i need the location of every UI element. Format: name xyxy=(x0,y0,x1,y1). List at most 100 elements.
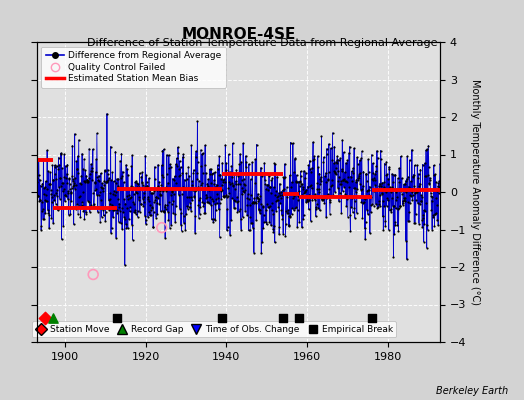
Point xyxy=(408,192,417,198)
Point xyxy=(239,140,247,146)
Point xyxy=(214,206,223,212)
Point xyxy=(41,210,50,216)
Point xyxy=(149,224,157,231)
Point xyxy=(410,183,418,189)
Point xyxy=(83,178,91,185)
Point xyxy=(141,216,150,223)
Point xyxy=(56,175,64,181)
Point xyxy=(130,200,138,207)
Point xyxy=(192,170,201,176)
Point xyxy=(171,219,179,225)
Point xyxy=(149,209,158,216)
Point xyxy=(142,172,150,178)
Point xyxy=(201,162,209,168)
Point xyxy=(196,204,204,210)
Point xyxy=(91,180,100,186)
Point xyxy=(285,223,293,230)
Point xyxy=(352,176,361,183)
Point xyxy=(241,208,249,214)
Point xyxy=(248,200,256,206)
Point xyxy=(105,196,114,202)
Point xyxy=(61,162,70,169)
Point xyxy=(123,193,132,199)
Point xyxy=(363,188,372,194)
Point xyxy=(375,182,384,189)
Point xyxy=(319,195,327,201)
Point xyxy=(176,172,184,178)
Point xyxy=(140,184,149,190)
Point xyxy=(406,157,414,163)
Point xyxy=(266,203,275,209)
Point xyxy=(192,154,200,160)
Point xyxy=(429,212,437,218)
Point xyxy=(416,201,424,207)
Point xyxy=(81,178,89,184)
Point xyxy=(392,186,401,192)
Point xyxy=(175,173,183,179)
Point xyxy=(122,162,130,168)
Point xyxy=(339,177,347,183)
Point xyxy=(400,195,408,202)
Point xyxy=(43,147,51,154)
Point xyxy=(119,186,128,192)
Point xyxy=(128,236,137,243)
Point xyxy=(407,188,416,195)
Point xyxy=(102,179,111,186)
Point xyxy=(370,175,378,181)
Point xyxy=(211,216,220,223)
Point xyxy=(138,196,147,202)
Point xyxy=(121,216,129,223)
Point xyxy=(316,180,325,187)
Point xyxy=(52,163,61,169)
Point xyxy=(100,212,108,219)
Point xyxy=(129,190,138,197)
Point xyxy=(87,161,95,167)
Point xyxy=(154,195,162,202)
Point xyxy=(362,178,370,184)
Point xyxy=(280,175,289,181)
Point xyxy=(194,215,203,221)
Point xyxy=(362,170,370,177)
Point xyxy=(259,203,267,210)
Point xyxy=(176,158,184,164)
Point xyxy=(133,183,141,190)
Point xyxy=(92,156,101,162)
Point xyxy=(250,250,258,256)
Point xyxy=(328,182,336,188)
Point xyxy=(232,178,240,184)
Point xyxy=(309,194,318,200)
Point xyxy=(75,194,83,200)
Point xyxy=(347,193,355,199)
Point xyxy=(94,177,102,183)
Point xyxy=(377,156,385,162)
Point xyxy=(301,169,310,176)
Point xyxy=(119,179,128,185)
Point xyxy=(278,192,286,198)
Point xyxy=(301,188,309,195)
Point xyxy=(216,171,224,178)
Point xyxy=(61,198,69,205)
Point xyxy=(316,174,325,180)
Point xyxy=(151,194,160,200)
Point xyxy=(215,234,224,240)
Point xyxy=(66,186,74,192)
Point xyxy=(203,180,212,187)
Point xyxy=(168,198,177,204)
Point xyxy=(435,178,443,184)
Point xyxy=(97,184,105,190)
Point xyxy=(346,212,354,218)
Point xyxy=(50,171,59,177)
Point xyxy=(302,186,311,193)
Point xyxy=(297,168,305,174)
Point xyxy=(128,222,136,228)
Point xyxy=(308,185,316,191)
Point xyxy=(300,168,308,174)
Point xyxy=(314,205,322,212)
Point xyxy=(182,211,190,217)
Point xyxy=(101,168,109,174)
Point xyxy=(166,191,174,198)
Point xyxy=(311,196,319,203)
Point xyxy=(136,185,145,191)
Text: Berkeley Earth: Berkeley Earth xyxy=(436,386,508,396)
Point xyxy=(72,166,81,172)
